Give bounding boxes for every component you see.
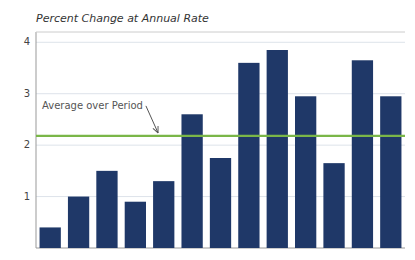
y-tick-label: 2: [24, 139, 30, 150]
top-frame-line: [36, 32, 405, 33]
annotation: Average over Period: [42, 100, 143, 111]
bar: [68, 197, 89, 248]
plot-area: [36, 50, 405, 248]
average-line: [36, 135, 405, 137]
bar: [125, 202, 146, 248]
bar: [96, 171, 117, 248]
bar: [295, 96, 316, 248]
bar: [238, 63, 259, 248]
bar: [352, 60, 373, 248]
bar: [210, 158, 231, 248]
y-tick-label: 1: [24, 191, 30, 202]
bar: [267, 50, 288, 248]
y-tick-label: 4: [24, 36, 30, 47]
y-tick-label: 3: [24, 88, 30, 99]
chart: 1 2 3 4 Percent Change at Annual Rate Average…: [0, 0, 415, 260]
bar: [40, 227, 61, 248]
bar: [323, 163, 344, 248]
grid-line: [36, 145, 405, 146]
title: Percent Change at Annual Rate: [36, 12, 209, 25]
y-axis-line: [36, 32, 37, 248]
grid-line: [36, 93, 405, 94]
bar: [181, 114, 202, 248]
grid-line: [36, 42, 405, 43]
chart-container: 1 2 3 4 Percent Change at Annual Rate Average…: [0, 0, 415, 260]
bar: [380, 96, 401, 248]
bar: [153, 181, 174, 248]
annotation-arrow: [146, 106, 158, 133]
